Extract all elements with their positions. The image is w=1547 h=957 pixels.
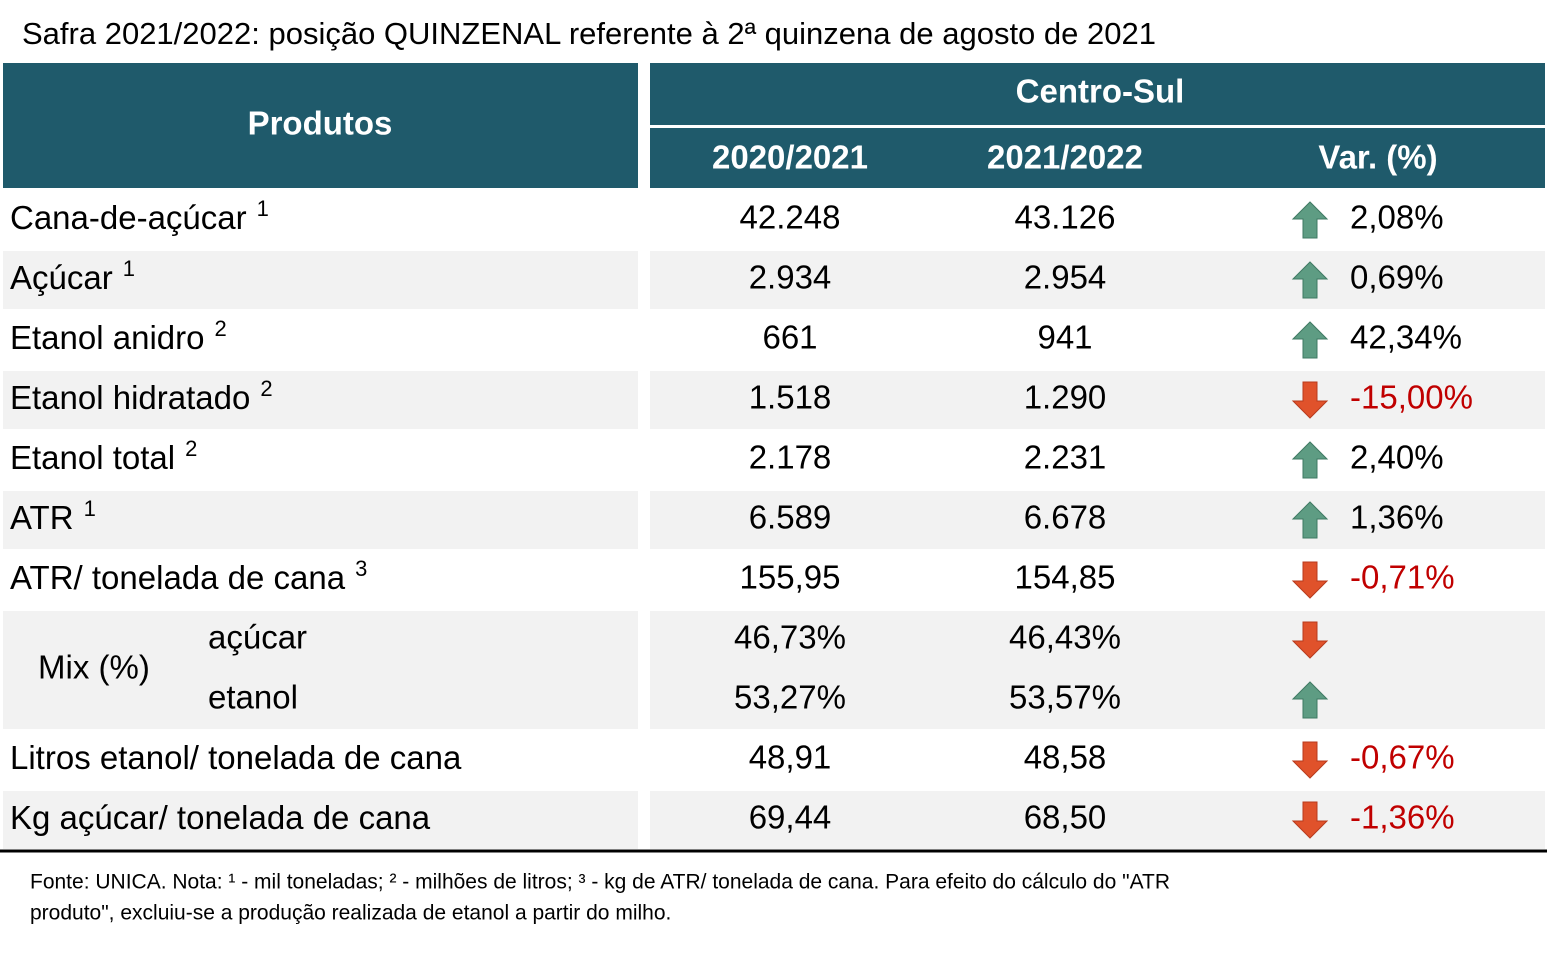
cell: 6.678 bbox=[1024, 499, 1107, 536]
row-label-text: Açúcar bbox=[10, 259, 113, 296]
arrow-down bbox=[1291, 801, 1329, 839]
note-mark: 2 bbox=[260, 376, 272, 401]
cell: 48,58 bbox=[1024, 739, 1107, 776]
cell: 6.589 bbox=[749, 499, 832, 536]
row-label-text: Kg açúcar/ tonelada de cana bbox=[10, 799, 431, 836]
note-mark: 1 bbox=[123, 256, 135, 281]
note-mark: 1 bbox=[257, 196, 269, 221]
sub-label: etanol bbox=[208, 679, 298, 716]
header-cell bbox=[650, 128, 1545, 188]
row-label-text: Etanol total bbox=[10, 439, 175, 476]
row-label: Litros etanol/ tonelada de cana bbox=[10, 739, 462, 776]
cell: 53,27% bbox=[734, 679, 846, 716]
row-shade bbox=[3, 791, 638, 849]
cell: 46,73% bbox=[734, 619, 846, 656]
row-label: ATR 1 bbox=[10, 496, 96, 536]
arrow-up bbox=[1291, 681, 1329, 719]
arrow-up bbox=[1291, 441, 1329, 479]
cell: 2.178 bbox=[749, 439, 832, 476]
header-products: Produtos bbox=[248, 105, 393, 142]
row-shade bbox=[3, 371, 638, 429]
row-label-text: ATR/ tonelada de cana bbox=[10, 559, 346, 596]
header-cell bbox=[650, 63, 1545, 125]
cell: 46,43% bbox=[1009, 619, 1121, 656]
arrow-up bbox=[1291, 321, 1329, 359]
variation: 1,36% bbox=[1350, 499, 1444, 536]
note-mark: 2 bbox=[214, 316, 226, 341]
cell: 68,50 bbox=[1024, 799, 1107, 836]
variation: -15,00% bbox=[1350, 379, 1473, 416]
variation: -0,71% bbox=[1350, 559, 1455, 596]
row-label: Açúcar 1 bbox=[10, 256, 135, 296]
row-shade bbox=[650, 251, 1545, 309]
cell: 155,95 bbox=[740, 559, 841, 596]
header-column: 2020/2021 bbox=[712, 139, 868, 176]
row-shade bbox=[3, 491, 638, 549]
header-cell bbox=[3, 63, 638, 188]
footnote: produto", excluiu-se a produção realizad… bbox=[30, 902, 671, 925]
row-label-text: Etanol anidro bbox=[10, 319, 204, 356]
arrow-down bbox=[1291, 561, 1329, 599]
arrow-down bbox=[1291, 381, 1329, 419]
variation: 2,40% bbox=[1350, 439, 1444, 476]
note-mark: 1 bbox=[84, 496, 96, 521]
arrow-up bbox=[1291, 501, 1329, 539]
header-column: 2021/2022 bbox=[987, 139, 1143, 176]
row-label: Etanol anidro 2 bbox=[10, 316, 227, 356]
cell: 1.290 bbox=[1024, 379, 1107, 416]
cell: 2.934 bbox=[749, 259, 832, 296]
row-label: Etanol total 2 bbox=[10, 436, 197, 476]
row-label: ATR/ tonelada de cana 3 bbox=[10, 556, 367, 596]
cell: 69,44 bbox=[749, 799, 832, 836]
row-label-text: Cana-de-açúcar bbox=[10, 199, 247, 236]
row-label-text: Etanol hidratado bbox=[10, 379, 250, 416]
cell: 941 bbox=[1037, 319, 1092, 356]
cell: 2.954 bbox=[1024, 259, 1107, 296]
row-shade bbox=[650, 371, 1545, 429]
row-shade bbox=[3, 251, 638, 309]
variation: 2,08% bbox=[1350, 199, 1444, 236]
row-shade bbox=[650, 611, 1545, 729]
row-label: Etanol hidratado 2 bbox=[10, 376, 273, 416]
row-label-text: ATR bbox=[10, 499, 74, 536]
row-shade bbox=[3, 611, 638, 729]
variation: 0,69% bbox=[1350, 259, 1444, 296]
arrow-up bbox=[1291, 201, 1329, 239]
row-label-text: Litros etanol/ tonelada de cana bbox=[10, 739, 462, 776]
cell: 661 bbox=[762, 319, 817, 356]
cell: 43.126 bbox=[1015, 199, 1116, 236]
arrow-down bbox=[1291, 741, 1329, 779]
variation: -0,67% bbox=[1350, 739, 1455, 776]
row-shade bbox=[650, 791, 1545, 849]
cell: 53,57% bbox=[1009, 679, 1121, 716]
cell: 154,85 bbox=[1015, 559, 1116, 596]
header-column: Var. (%) bbox=[1318, 139, 1437, 176]
variation: -1,36% bbox=[1350, 799, 1455, 836]
variation: 42,34% bbox=[1350, 319, 1462, 356]
cell: 2.231 bbox=[1024, 439, 1107, 476]
title: Safra 2021/2022: posição QUINZENAL refer… bbox=[22, 16, 1156, 51]
header-region: Centro-Sul bbox=[1016, 73, 1185, 110]
row-label: Kg açúcar/ tonelada de cana bbox=[10, 799, 431, 836]
cell: 42.248 bbox=[740, 199, 841, 236]
row-label: Mix (%) bbox=[38, 649, 150, 686]
arrow-up bbox=[1291, 261, 1329, 299]
arrow-down bbox=[1291, 621, 1329, 659]
cell: 48,91 bbox=[749, 739, 832, 776]
footnote: Fonte: UNICA. Nota: ¹ - mil toneladas; ²… bbox=[30, 871, 1170, 894]
note-mark: 2 bbox=[185, 436, 197, 461]
sub-label: açúcar bbox=[208, 619, 307, 656]
row-shade bbox=[650, 491, 1545, 549]
cell: 1.518 bbox=[749, 379, 832, 416]
row-label: Cana-de-açúcar 1 bbox=[10, 196, 269, 236]
note-mark: 3 bbox=[355, 556, 367, 581]
